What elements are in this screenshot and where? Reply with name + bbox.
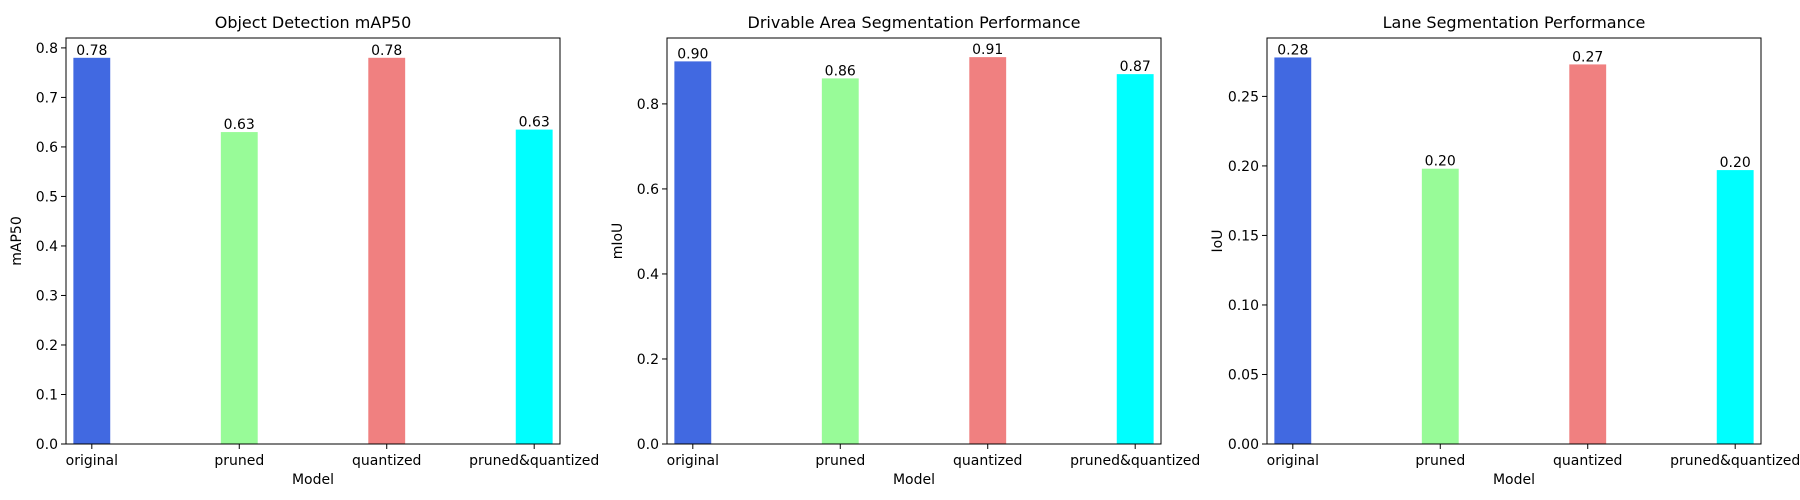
bar-value-label: 0.63 xyxy=(224,117,255,133)
x-tick-label: pruned&quantized xyxy=(1670,453,1800,469)
y-tick-label: 0.0 xyxy=(36,437,58,453)
bar xyxy=(368,57,406,445)
x-tick-label: pruned&quantized xyxy=(1070,453,1200,469)
y-tick-label: 0.15 xyxy=(1228,228,1259,244)
y-tick-label: 0.6 xyxy=(637,182,659,198)
bar-value-label: 0.87 xyxy=(1120,59,1151,75)
bar xyxy=(1569,64,1607,444)
chart-title: Lane Segmentation Performance xyxy=(1383,13,1646,32)
plot-frame xyxy=(1266,37,1762,445)
y-tick-label: 0.20 xyxy=(1228,159,1259,175)
y-tick-label: 0.1 xyxy=(36,387,58,403)
y-tick-label: 0.4 xyxy=(637,267,659,283)
bar-value-label: 0.28 xyxy=(1277,42,1308,58)
x-tick-label: original xyxy=(1267,453,1319,469)
y-axis-label: mIoU xyxy=(610,223,626,260)
y-axis-label: IoU xyxy=(1210,230,1226,253)
y-tick-label: 0.4 xyxy=(36,239,58,255)
bar xyxy=(1274,57,1312,444)
y-tick-label: 0.25 xyxy=(1228,89,1259,105)
x-axis-label: Model xyxy=(893,472,935,488)
x-axis-label: Model xyxy=(292,472,334,488)
bar-value-label: 0.78 xyxy=(76,43,107,59)
x-axis-label: Model xyxy=(1493,472,1535,488)
y-tick-label: 0.6 xyxy=(36,140,58,156)
bar xyxy=(969,57,1007,444)
y-tick-label: 0.7 xyxy=(36,90,58,106)
bar-value-label: 0.78 xyxy=(371,43,402,59)
x-tick-label: pruned xyxy=(815,453,865,469)
plot-frame xyxy=(666,37,1162,445)
bar xyxy=(220,132,258,444)
y-tick-label: 0.3 xyxy=(36,288,58,304)
bar xyxy=(515,129,553,444)
x-tick-label: pruned xyxy=(1415,453,1465,469)
bar-value-label: 0.20 xyxy=(1720,155,1751,171)
bar-value-label: 0.27 xyxy=(1572,49,1603,65)
y-tick-label: 0.5 xyxy=(36,189,58,205)
bar xyxy=(1421,168,1459,445)
bar-value-label: 0.91 xyxy=(972,42,1003,58)
bar-value-label: 0.90 xyxy=(677,46,708,62)
x-tick-label: original xyxy=(66,453,118,469)
x-tick-label: original xyxy=(667,453,719,469)
bar-value-label: 0.20 xyxy=(1425,154,1456,170)
bar xyxy=(674,61,712,444)
y-axis-label: mAP50 xyxy=(9,216,25,265)
bar-value-label: 0.86 xyxy=(825,63,856,79)
y-tick-label: 0.8 xyxy=(637,97,659,113)
chart-title: Object Detection mAP50 xyxy=(215,13,412,32)
plot-frame xyxy=(65,37,561,445)
y-tick-label: 0.00 xyxy=(1228,437,1259,453)
y-tick-label: 0.8 xyxy=(36,41,58,57)
y-tick-label: 0.2 xyxy=(637,352,659,368)
y-tick-label: 0.05 xyxy=(1228,367,1259,383)
chart-title: Drivable Area Segmentation Performance xyxy=(748,13,1081,32)
x-tick-label: quantized xyxy=(953,453,1022,469)
bar xyxy=(821,78,859,444)
bar-value-label: 0.63 xyxy=(519,115,550,131)
y-tick-label: 0.2 xyxy=(36,338,58,354)
bar xyxy=(1116,74,1154,445)
x-tick-label: quantized xyxy=(352,453,421,469)
bar xyxy=(1716,170,1754,444)
x-tick-label: pruned&quantized xyxy=(469,453,599,469)
x-tick-label: quantized xyxy=(1553,453,1622,469)
x-tick-label: pruned xyxy=(214,453,264,469)
y-tick-label: 0.0 xyxy=(637,437,659,453)
y-tick-label: 0.10 xyxy=(1228,298,1259,314)
bar xyxy=(73,57,111,445)
